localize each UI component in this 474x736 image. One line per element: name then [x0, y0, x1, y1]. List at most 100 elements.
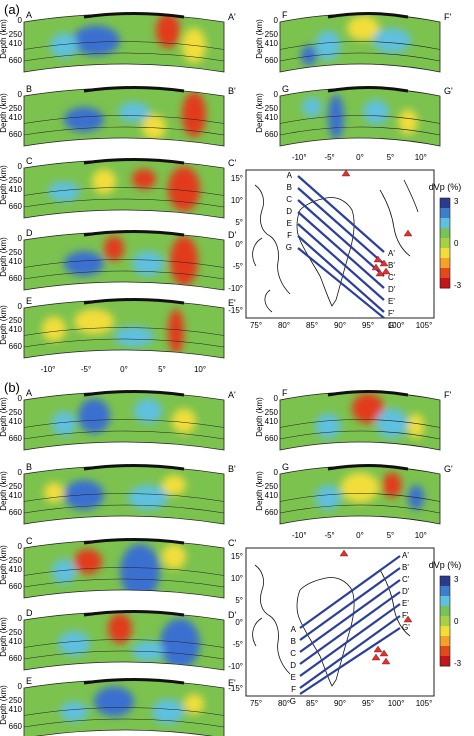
- map-panel-b: 75° 80° 85° 90° 95° 100° 105° 15° 10° 5° 0° -5° -10°…: [228, 547, 435, 708]
- depth-contour: [24, 41, 224, 50]
- velocity-anomaly: [60, 701, 88, 722]
- depth-contour: [280, 493, 440, 502]
- depth-tick-label: 250: [9, 482, 23, 491]
- colorbar-swatch: [440, 596, 450, 607]
- depth-tick-label: 410: [9, 325, 23, 334]
- depth-contour: [24, 419, 224, 428]
- velocity-anomaly: [42, 316, 66, 342]
- colorbar-a: dVp (%) 3 0 -3: [429, 182, 462, 290]
- colorbar-swatch: [440, 616, 450, 627]
- velocity-anomaly: [94, 686, 134, 717]
- depth-contour: [280, 126, 440, 136]
- depth-axis-label: Depth (km): [255, 471, 264, 511]
- depth-contour: [24, 338, 224, 348]
- colorbar-swatch: [440, 636, 450, 647]
- distance-tick-label: -5°: [81, 365, 91, 374]
- colorbar-swatch: [440, 238, 450, 249]
- map-y-tick-label: 5°: [235, 218, 243, 227]
- depth-contour: [24, 567, 224, 576]
- depth-tick-label: 660: [265, 130, 279, 139]
- depth-axis-label: Depth (km): [0, 397, 8, 437]
- colorbar-tick: 3: [454, 197, 459, 206]
- distance-tick-label: 0°: [356, 153, 364, 162]
- map-section-end: B': [388, 261, 395, 270]
- depth-tick-label: 660: [9, 722, 23, 731]
- distance-tick-label: -10°: [292, 531, 307, 540]
- colorbar-tick: -3: [454, 281, 462, 290]
- depth-tick-label: 250: [9, 628, 23, 637]
- depth-tick-label: 0: [18, 90, 23, 99]
- distance-tick-label: 10°: [415, 531, 427, 540]
- velocity-anomaly: [72, 25, 120, 56]
- depth-tick-label: 660: [265, 434, 279, 443]
- colorbar-swatch: [440, 646, 450, 657]
- velocity-anomaly: [118, 102, 150, 122]
- map-x-tick-label: 75°: [250, 321, 262, 330]
- profile-lines: [297, 175, 385, 319]
- depth-contour: [280, 504, 440, 514]
- map-section-end: E': [402, 599, 409, 608]
- map-x-tick-label: 95°: [362, 321, 374, 330]
- colorbar-swatch: [440, 228, 450, 239]
- section-end-label: A': [228, 12, 236, 22]
- velocity-anomaly: [92, 169, 116, 194]
- section-end-label: F': [444, 390, 451, 400]
- depth-tick-label: 410: [9, 565, 23, 574]
- map-x-tick-label: 85°: [306, 699, 318, 708]
- velocity-anomaly: [64, 251, 104, 276]
- map-section-start: D: [286, 207, 292, 216]
- depth-tick-label: 660: [9, 342, 23, 351]
- map-section-end: D': [388, 285, 396, 294]
- section-end-label: D': [228, 230, 236, 240]
- depth-axis-label: Depth (km): [0, 237, 8, 277]
- depth-contour: [280, 430, 440, 440]
- colorbar-frame: [439, 575, 451, 667]
- velocity-anomaly: [74, 549, 102, 574]
- colorbar-swatch: [440, 208, 450, 219]
- distance-tick-label: -5°: [324, 153, 334, 162]
- station-coverage: [327, 12, 409, 19]
- depth-tick-label: 0: [18, 16, 23, 25]
- map-section-start: A: [291, 625, 297, 634]
- colorbar-swatch: [440, 586, 450, 597]
- depth-contour: [24, 187, 224, 196]
- depth-axis-label: Depth (km): [0, 305, 8, 345]
- map-section-start: F: [287, 231, 292, 240]
- velocity-anomaly: [352, 393, 384, 424]
- station-coverage: [327, 390, 409, 397]
- colorbar-swatch: [440, 656, 450, 667]
- map-frame: [245, 169, 435, 319]
- map-x-tick-label: 90°: [334, 699, 346, 708]
- volcano-cluster: [341, 169, 413, 277]
- section-end-label: G': [444, 464, 453, 474]
- depth-tick-label: 410: [9, 705, 23, 714]
- section-start-label: A: [26, 10, 32, 20]
- map-section-end: B': [402, 563, 409, 572]
- section-start-label: E: [26, 676, 32, 686]
- depth-tick-label: 410: [9, 257, 23, 266]
- velocity-anomaly: [162, 475, 186, 495]
- section-start-label: C: [26, 156, 33, 166]
- velocity-anomaly: [376, 408, 408, 439]
- colorbar-tick: 3: [454, 575, 459, 584]
- velocity-anomaly: [160, 618, 200, 669]
- station-coverage: [327, 464, 409, 471]
- station-coverage: [83, 390, 185, 397]
- map-x-tick-label: 105°: [416, 321, 433, 330]
- depth-axis-label: Depth (km): [0, 471, 8, 511]
- depth-contour: [24, 650, 224, 660]
- depth-tick-label: 250: [265, 30, 279, 39]
- velocity-anomaly: [182, 92, 206, 137]
- velocity-anomaly: [152, 699, 184, 724]
- velocity-anomaly: [132, 251, 164, 276]
- velocity-anomaly: [50, 33, 78, 58]
- depth-tick-label: 410: [265, 417, 279, 426]
- velocity-anomaly: [372, 28, 412, 53]
- depth-axis-label: Depth (km): [0, 545, 8, 585]
- velocity-anomaly: [48, 181, 80, 202]
- depth-tick-label: 410: [9, 113, 23, 122]
- section-end-label: D': [228, 610, 236, 620]
